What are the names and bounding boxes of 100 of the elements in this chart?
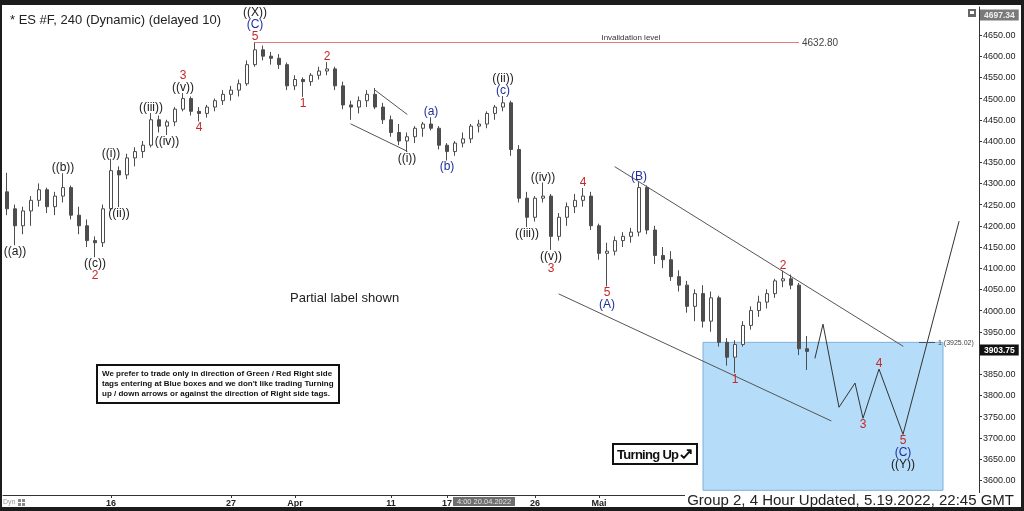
candlestick (269, 51, 273, 66)
candlestick (101, 204, 105, 248)
annotation: 2 (779, 257, 787, 272)
annotation: 5 (899, 433, 907, 448)
candlestick (205, 104, 209, 119)
y-tick-label: 4050.00 (983, 284, 1016, 295)
annotation: We prefer to trade only in direction of Green / Red Right side tags entering at Blue boxes and we don't like trading Turning up / down arrows or against the direction of Right side tags. (102, 369, 334, 398)
y-tick-label: 4500.00 (983, 93, 1016, 104)
y-tick-label: 3750.00 (983, 411, 1016, 422)
annotation: 4 (875, 356, 883, 371)
candlestick (53, 191, 57, 216)
candlestick (589, 191, 593, 231)
candlestick (133, 146, 137, 167)
candlestick (165, 119, 169, 136)
candlestick (445, 142, 449, 161)
candlestick (757, 295, 761, 318)
annotation: (a) (423, 104, 439, 119)
annotation: ((i)) (101, 145, 121, 160)
candlestick (493, 104, 497, 121)
annotation: ((c)) (84, 256, 106, 271)
annotation: ((Y)) (891, 457, 915, 472)
candlestick (485, 110, 489, 129)
y-tick-label: 4000.00 (983, 305, 1016, 316)
y-tick-label: 4100.00 (983, 263, 1016, 274)
candlestick (421, 121, 425, 138)
candlestick (805, 335, 809, 371)
x-tick-label: 26 (529, 497, 541, 508)
y-tick-label: 3700.00 (983, 432, 1016, 443)
y-tick-label: 3600.00 (983, 475, 1016, 486)
y-tick-label: 4400.00 (983, 135, 1016, 146)
y-tick-label: 4350.00 (983, 157, 1016, 168)
y-tick-label: 4200.00 (983, 220, 1016, 231)
candlestick (597, 223, 601, 261)
candlestick (637, 181, 641, 237)
text: 4697.34 (984, 10, 1015, 20)
candlestick (573, 193, 577, 214)
candlestick (285, 62, 289, 91)
annotation: ((ii)) (108, 206, 130, 221)
candlestick (549, 193, 553, 251)
candlestick (85, 218, 89, 248)
annotation: 3 (547, 260, 555, 275)
annotation: (b) (439, 159, 455, 174)
candlestick (349, 100, 353, 121)
chart-title: * ES #F, 240 (Dynamic) (delayed 10) (10, 12, 221, 27)
candlestick (693, 288, 697, 322)
candlestick (61, 172, 65, 203)
x-tick-label: 17 (441, 497, 453, 508)
candlestick (477, 119, 481, 133)
y-tick-label: 4600.00 (983, 51, 1016, 62)
candlestick (149, 112, 153, 148)
annotation: ((v)) (172, 80, 194, 95)
candlestick (237, 79, 241, 97)
candlestick (789, 274, 793, 290)
annotation: 1 (731, 371, 739, 386)
y-tick-label: 3950.00 (983, 326, 1016, 337)
candlestick (621, 231, 625, 248)
annotation: ((iii)) (515, 226, 539, 241)
candlestick (501, 95, 505, 112)
candlestick (181, 92, 185, 112)
candlestick (557, 212, 561, 242)
candlestick (525, 191, 529, 228)
annotation: ((iv)) (530, 169, 556, 184)
candlestick (661, 246, 665, 269)
candlestick (29, 195, 33, 227)
annotation: ((i)) (397, 151, 417, 165)
annotation: (C) (246, 17, 264, 32)
candlestick (669, 250, 673, 282)
candlestick (365, 89, 369, 108)
candlestick (197, 106, 201, 122)
candlestick (629, 227, 633, 244)
annotation: 3 (179, 68, 187, 83)
x-tick-label: Apr (287, 497, 304, 508)
candlestick (749, 305, 753, 331)
candlestick (325, 61, 329, 76)
y-tick-label: 4550.00 (983, 72, 1016, 83)
annotation: ((v)) (540, 248, 562, 263)
candlestick (245, 59, 249, 87)
x-tick-label: 16 (105, 497, 117, 508)
annotation: (c) (496, 83, 510, 98)
annotation: Group 2, 4 Hour Updated, 5.19.2022, 22:45 GMT (687, 491, 1014, 508)
candlestick (733, 339, 737, 374)
candlestick (605, 242, 609, 287)
annotation: (B) (631, 169, 647, 184)
text: 3903.75 (984, 345, 1015, 355)
candlestick (581, 187, 585, 208)
candlestick (381, 102, 385, 125)
candlestick (685, 280, 689, 314)
annotation: 5 (251, 29, 259, 44)
candlestick (173, 106, 177, 127)
candlestick (677, 269, 681, 292)
candlestick (293, 74, 297, 91)
annotation: 4 (195, 120, 203, 135)
candlestick (653, 225, 657, 265)
candlestick (701, 284, 705, 329)
candlestick (229, 85, 233, 102)
candlestick (565, 201, 569, 227)
candlestick (357, 95, 361, 114)
candlestick (341, 81, 345, 110)
candlestick (437, 125, 441, 150)
annotation: ((a)) (3, 244, 27, 259)
